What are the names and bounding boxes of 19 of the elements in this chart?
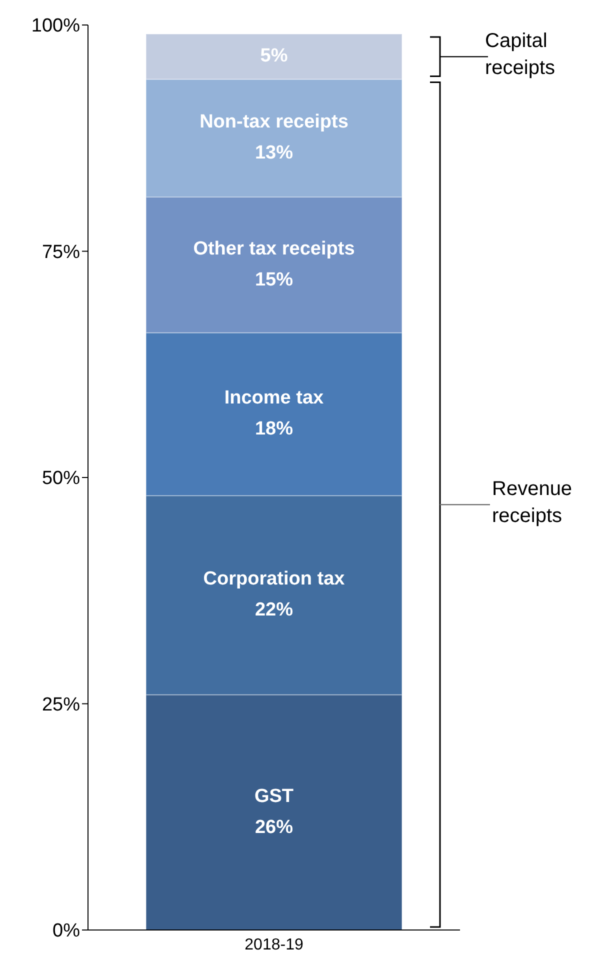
series-label: Non-tax receipts bbox=[200, 112, 348, 133]
data-label: 15% bbox=[254, 269, 294, 290]
data-label: 22% bbox=[254, 600, 294, 621]
y-tick-label: 100% bbox=[31, 16, 80, 37]
data-label: 26% bbox=[254, 816, 294, 838]
y-tick-label: 75% bbox=[42, 242, 80, 263]
y-tick-label: 25% bbox=[42, 694, 80, 716]
data-label: 13% bbox=[254, 142, 294, 164]
y-tick-label: 50% bbox=[42, 468, 80, 490]
y-tick-label: 0% bbox=[52, 920, 80, 942]
x-tick-label: 2018-19 bbox=[244, 936, 304, 954]
text: Capital receipts bbox=[485, 30, 556, 80]
series-label: Corporation tax bbox=[203, 568, 346, 590]
text: Revenue receipts bbox=[492, 478, 572, 528]
data-label: 18% bbox=[254, 418, 294, 440]
series-label: Other tax receipts bbox=[193, 238, 355, 260]
data-label: 5% bbox=[260, 46, 288, 67]
series-label: GST bbox=[254, 786, 294, 807]
series-label: Income tax bbox=[224, 388, 324, 409]
